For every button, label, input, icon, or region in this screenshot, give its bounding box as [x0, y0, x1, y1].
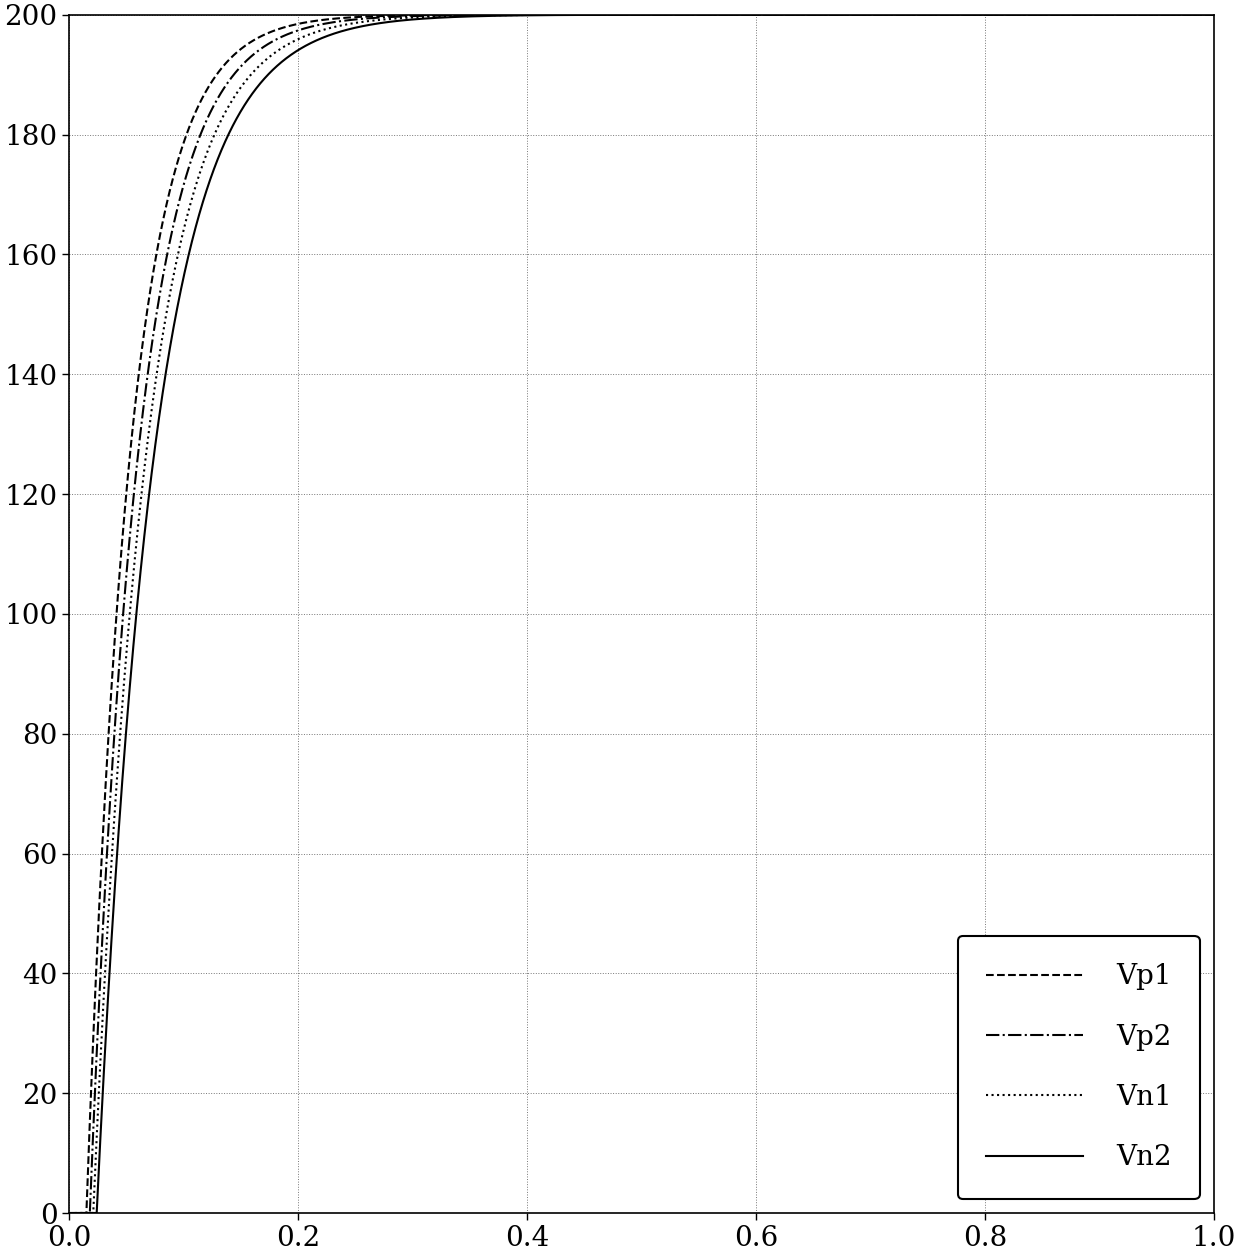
Vn2: [67, 1206, 82, 1221]
Vn2: [286, 45, 301, 60]
Vp1: [130, 376, 145, 391]
Vp1: [621, 8, 636, 23]
Vn2: [109, 853, 124, 868]
Vn1: [109, 776, 124, 791]
Vp2: [130, 450, 145, 465]
Vp2: [62, 1206, 77, 1221]
Vn1: [286, 34, 301, 49]
Vp2: [67, 1206, 82, 1221]
Vn2: [1207, 8, 1221, 23]
Vn2: [1146, 8, 1161, 23]
Vn1: [67, 1206, 82, 1221]
Vp1: [62, 1206, 77, 1221]
Vp2: [286, 24, 301, 39]
Line: Vp2: Vp2: [69, 15, 1214, 1213]
Vp1: [67, 1206, 82, 1221]
Vn1: [62, 1206, 77, 1221]
Line: Vn1: Vn1: [69, 15, 1214, 1213]
Vn2: [130, 593, 145, 608]
Vp2: [621, 8, 636, 23]
Vp1: [1207, 8, 1221, 23]
Vp1: [1146, 8, 1161, 23]
Vp2: [1207, 8, 1221, 23]
Vn2: [621, 8, 636, 23]
Line: Vn2: Vn2: [69, 15, 1214, 1213]
Vn1: [1207, 8, 1221, 23]
Vp1: [109, 605, 124, 620]
Vp1: [286, 18, 301, 33]
Vn1: [130, 522, 145, 538]
Line: Vp1: Vp1: [69, 15, 1214, 1213]
Vp2: [1146, 8, 1161, 23]
Legend: Vp1, Vp2, Vn1, Vn2: Vp1, Vp2, Vn1, Vn2: [957, 936, 1200, 1199]
Vn2: [62, 1206, 77, 1221]
Vn1: [1146, 8, 1161, 23]
Vn1: [621, 8, 636, 23]
Vp2: [109, 693, 124, 708]
